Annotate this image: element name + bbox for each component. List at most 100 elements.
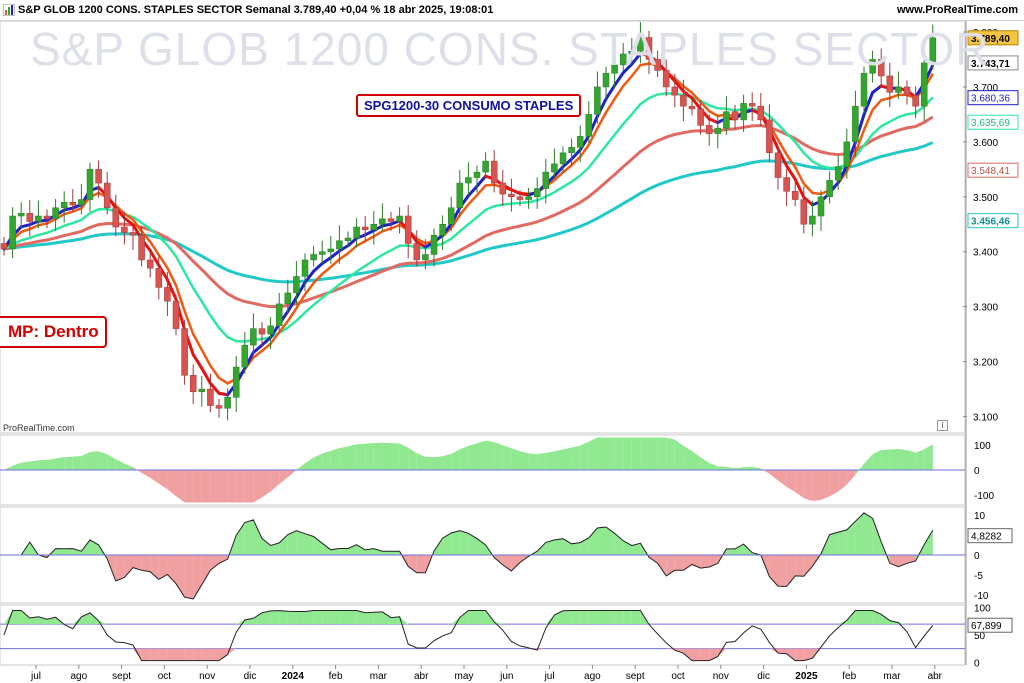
chart-title: S&P GLOB 1200 CONS. STAPLES SECTOR Seman… <box>18 4 494 16</box>
candle <box>766 104 773 163</box>
candle <box>103 172 111 215</box>
candle <box>121 211 128 245</box>
candle-body <box>336 240 343 250</box>
candle-body <box>164 287 171 302</box>
candle-body <box>869 59 876 74</box>
osc1-area <box>631 437 641 470</box>
x-tick-label: sept <box>626 671 645 682</box>
ma-trend-segment <box>363 229 376 237</box>
osc3-oversold-area <box>150 648 159 661</box>
osc1-area <box>399 443 409 470</box>
annotation-label[interactable]: SPG1200-30 CONSUMO STAPLES <box>356 94 582 117</box>
osc1-area <box>881 449 890 470</box>
ma-brown-line <box>3 115 934 309</box>
osc1-area <box>838 470 847 492</box>
candle-body <box>9 215 16 250</box>
osc2-area <box>279 534 288 555</box>
osc1-area <box>244 470 254 503</box>
osc2-line <box>4 512 934 600</box>
candle <box>198 375 206 407</box>
candle <box>697 100 704 135</box>
price-tag-box <box>967 30 1019 46</box>
candle-body <box>207 388 214 406</box>
osc1-area <box>752 466 761 470</box>
candle-body <box>215 405 223 409</box>
ma-trend-segment <box>415 240 427 249</box>
osc1-area <box>176 470 185 503</box>
candle-body <box>146 259 154 269</box>
y-tick-label: 3.100 <box>973 413 998 424</box>
osc3-overbought-area <box>580 610 589 625</box>
instrument-watermark: S&P GLOB 1200 CONS. STAPLES SECTOR <box>30 23 990 75</box>
osc2-area <box>795 555 804 577</box>
x-tick-label: feb <box>329 671 343 682</box>
osc2-area <box>270 542 280 555</box>
osc1-area <box>81 451 90 470</box>
candle <box>843 128 851 179</box>
candle-body <box>533 188 541 198</box>
osc2-area <box>81 539 90 555</box>
osc2-area <box>855 512 864 555</box>
candle <box>17 202 25 229</box>
x-tick-label: ago <box>584 671 601 682</box>
candle-body <box>241 344 249 368</box>
candle-body <box>0 243 8 250</box>
osc2-area <box>356 544 366 555</box>
candle <box>353 218 360 248</box>
osc1-area <box>434 456 443 470</box>
osc3-oversold-area <box>167 648 176 661</box>
candle-body <box>611 64 618 74</box>
candle <box>172 294 180 336</box>
candle <box>146 248 154 278</box>
candle-body <box>585 114 593 137</box>
status-label[interactable]: MP: Dentro <box>0 316 107 348</box>
info-icon[interactable]: i <box>937 420 948 431</box>
osc2-area <box>434 538 443 555</box>
osc2-area <box>778 555 787 587</box>
candle <box>456 169 464 218</box>
osc2-area <box>219 555 228 564</box>
osc3-overbought-area <box>365 612 374 625</box>
osc3-overbought-area <box>348 610 357 625</box>
osc2-area <box>468 533 477 555</box>
x-tick-label: jul <box>30 671 41 682</box>
osc3-overbought-area <box>881 614 890 625</box>
candle-body <box>783 177 790 192</box>
candle-body <box>310 254 317 261</box>
osc1-area <box>657 437 667 470</box>
osc1-area <box>623 437 632 470</box>
candle <box>757 92 765 127</box>
osc2-area <box>201 555 211 585</box>
osc1-area <box>683 445 692 470</box>
candle-body <box>542 171 550 189</box>
candle <box>705 114 713 146</box>
osc1-area <box>365 443 374 470</box>
price-tag-label: 3.743,71 <box>971 59 1010 70</box>
candle-body <box>723 111 730 129</box>
ma-trend-segment <box>260 335 273 347</box>
osc3-oversold-area <box>803 648 813 661</box>
osc1-area <box>64 456 73 470</box>
chart-header: S&P GLOB 1200 CONS. STAPLES SECTOR Seman… <box>0 0 1024 21</box>
candle <box>886 62 894 108</box>
candle-body <box>103 182 111 209</box>
osc1-area <box>502 445 512 470</box>
osc1-area <box>700 457 710 470</box>
source-label: ProRealTime.com <box>3 423 75 433</box>
candle <box>275 292 283 333</box>
candle-body <box>138 234 145 261</box>
osc3-overbought-area <box>90 612 99 625</box>
candle-body <box>17 213 25 217</box>
osc1-area <box>692 451 701 470</box>
osc2-area <box>348 544 357 555</box>
candle-body <box>198 388 206 393</box>
site-link[interactable]: www.ProRealTime.com <box>896 4 1018 16</box>
candle-body <box>95 169 102 184</box>
ma-trend-segment <box>630 51 642 66</box>
candle <box>189 364 197 404</box>
osc1-area <box>889 448 899 470</box>
osc3-overbought-area <box>391 616 400 625</box>
candle-body <box>78 199 85 206</box>
osc2-area <box>244 519 254 555</box>
osc1-area <box>356 443 366 470</box>
